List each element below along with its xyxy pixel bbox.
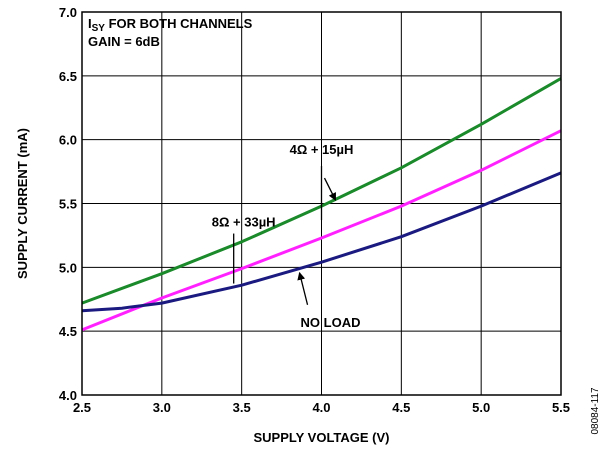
condition-subscript: SY [92, 23, 106, 34]
x-tick-label: 5.0 [472, 400, 490, 415]
plot-frame [81, 11, 562, 396]
condition-symbol: I [88, 16, 92, 31]
x-tick-label: 4.0 [312, 400, 330, 415]
x-axis-label: SUPPLY VOLTAGE (V) [253, 430, 389, 445]
annotation-label-1: 8Ω + 33µH [212, 215, 276, 230]
series-line-2 [81, 171, 562, 313]
y-tick-label: 5.5 [59, 197, 77, 212]
series-line-1 [81, 129, 562, 332]
y-tick-label: 5.0 [59, 260, 77, 275]
annotation-arrow-2 [297, 271, 309, 305]
condition-text: FOR BOTH CHANNELS [105, 16, 253, 31]
x-tick-labels: 2.5 3.0 3.5 4.0 4.5 5.0 5.5 [73, 400, 570, 415]
y-tick-labels: 4.0 4.5 5.0 5.5 6.0 6.5 7.0 [59, 5, 77, 403]
y-tick-label: 7.0 [59, 5, 77, 20]
y-tick-label: 6.0 [59, 133, 77, 148]
figure-id: 08084-117 [590, 387, 601, 435]
annotations: 4Ω + 15µH 8Ω + 33µH NO LOAD [212, 142, 361, 330]
condition-label-line2: GAIN = 6dB [88, 34, 160, 49]
y-tick-label: 6.5 [59, 69, 77, 84]
x-tick-label: 5.5 [552, 400, 570, 415]
x-tick-label: 4.5 [392, 400, 410, 415]
annotation-label-0: 4Ω + 15µH [290, 142, 354, 157]
annotation-label-2: NO LOAD [301, 315, 361, 330]
x-tick-label: 3.0 [153, 400, 171, 415]
annotation-arrow-0 [323, 177, 337, 201]
x-tick-label: 2.5 [73, 400, 91, 415]
y-tick-label: 4.0 [59, 388, 77, 403]
y-axis-label: SUPPLY CURRENT (mA) [15, 128, 30, 279]
y-tick-label: 4.5 [59, 324, 77, 339]
x-tick-label: 3.5 [233, 400, 251, 415]
condition-label-line1: ISY FOR BOTH CHANNELS [88, 16, 253, 34]
